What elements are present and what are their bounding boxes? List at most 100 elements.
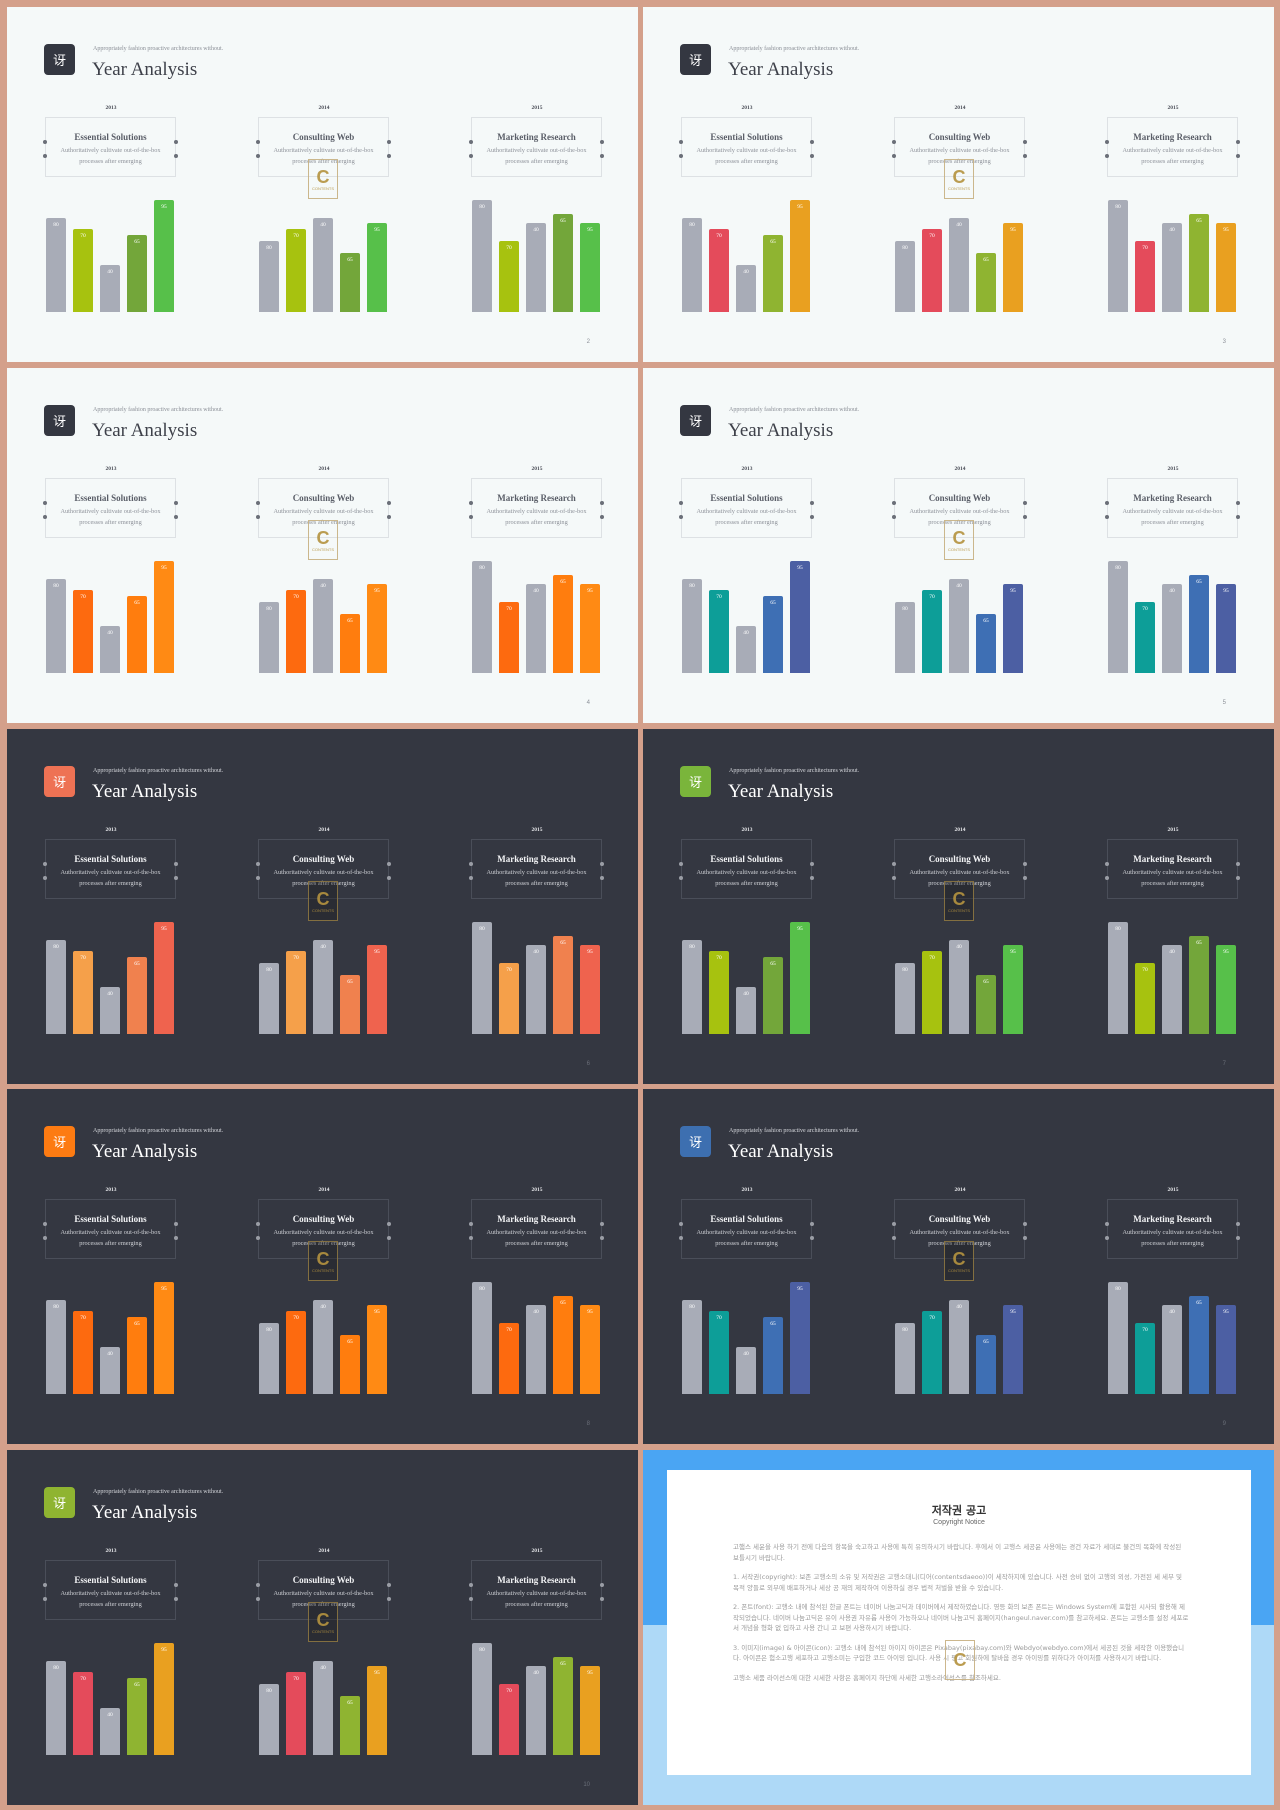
logo-icon: 讶 [680, 1126, 711, 1157]
bar-value-label: 70 [716, 594, 722, 600]
card-connector-dot [810, 140, 814, 144]
chart-description: Authoritatively cultivate out-of-the-box… [696, 869, 797, 887]
chart-bar: 80 [682, 1300, 702, 1394]
watermark-text: CONTENTS [312, 1267, 334, 1273]
card-connector-dot [174, 1222, 178, 1226]
bar-value-label: 95 [161, 926, 167, 932]
bar-value-label: 70 [506, 967, 512, 973]
chart-bar: 80 [259, 1684, 279, 1755]
chart-bar: 80 [472, 922, 492, 1034]
chart-title: Essential Solutions [710, 132, 783, 142]
card-connector-dot [1105, 140, 1109, 144]
chart-title: Marketing Research [497, 132, 576, 142]
chart-bar: 70 [1135, 241, 1155, 312]
year-label: 2015 [531, 105, 543, 111]
chart-description: Authoritatively cultivate out-of-the-box… [1122, 1229, 1223, 1247]
card-connector-dot [810, 1222, 814, 1226]
card-connector-dot [469, 140, 473, 144]
slide: 讶 Appropriately fashion proactive archite… [643, 368, 1274, 723]
card-connector-dot [1236, 876, 1240, 880]
chart-bar: 70 [499, 602, 519, 673]
bar-value-label: 70 [506, 1688, 512, 1694]
chart-bar: 95 [154, 1643, 174, 1755]
slide-subtitle: Appropriately fashion proactive architec… [729, 407, 860, 413]
card-connector-dot [43, 1236, 47, 1240]
bar-value-label: 95 [1010, 1309, 1016, 1315]
bar-value-label: 80 [902, 1327, 908, 1333]
chart-bar: 65 [976, 253, 996, 312]
bar-value-label: 70 [293, 594, 299, 600]
chart-bar: 70 [709, 1311, 729, 1394]
watermark-letter: C [316, 1609, 330, 1630]
copyright-item-2: 2. 폰트(font): 고행소 내에 참석된 한글 폰트는 네이버 나눔고딕과… [733, 1603, 1189, 1632]
chart-bar: 65 [340, 1696, 360, 1755]
card-connector-dot [679, 515, 683, 519]
chart-bar: 65 [340, 1335, 360, 1394]
chart-title: Marketing Research [497, 493, 576, 503]
card-connector-dot [892, 876, 896, 880]
watermark-logo: C CONTENTS [944, 520, 974, 560]
bar-value-label: 65 [983, 618, 989, 624]
chart-card: Marketing Research Authoritatively cultiv… [1105, 839, 1240, 899]
slide-title: Year Analysis [92, 1502, 198, 1523]
watermark-letter: C [316, 166, 330, 187]
chart-bar: 70 [73, 590, 93, 673]
bar-value-label: 80 [266, 245, 272, 251]
chart-title: Consulting Web [292, 493, 355, 503]
card-connector-dot [600, 140, 604, 144]
chart-bar: 65 [340, 975, 360, 1034]
slide: 讶 Appropriately fashion proactive archite… [7, 729, 638, 1084]
logo-icon: 讶 [680, 405, 711, 436]
bar-value-label: 70 [1142, 1327, 1148, 1333]
watermark-letter: C [952, 166, 966, 187]
copyright-card: 저작권 공고 Copyright Notice 고햄스 세윤을 사용 하기 전에… [667, 1470, 1251, 1775]
watermark-logo: C CONTENTS [308, 159, 338, 199]
bar-value-label: 95 [797, 204, 803, 210]
chart-title: Consulting Web [292, 132, 355, 142]
bar-value-label: 80 [266, 606, 272, 612]
chart-bar: 95 [367, 584, 387, 673]
bar-value-label: 40 [743, 269, 749, 275]
bar-value-label: 80 [266, 967, 272, 973]
bar-value-label: 40 [743, 991, 749, 997]
card-connector-dot [174, 1597, 178, 1601]
chart-bar: 40 [313, 940, 333, 1034]
slide-subtitle: Appropriately fashion proactive architec… [729, 768, 860, 774]
chart-bar: 40 [526, 1666, 546, 1755]
card-connector-dot [1023, 876, 1027, 880]
card-connector-dot [256, 1583, 260, 1587]
bar-value-label: 80 [479, 565, 485, 571]
chart-bar: 70 [709, 229, 729, 312]
chart-bar: 65 [763, 1317, 783, 1394]
card-connector-dot [1023, 862, 1027, 866]
bar-value-label: 65 [347, 257, 353, 263]
slide: 讶 Appropriately fashion proactive archite… [7, 7, 638, 362]
chart-bar: 70 [922, 229, 942, 312]
card-connector-dot [1023, 501, 1027, 505]
chart-bar: 65 [553, 575, 573, 673]
chart-bar: 95 [790, 561, 810, 673]
bar-value-label: 40 [956, 222, 962, 228]
logo-icon: 讶 [44, 766, 75, 797]
chart-bar: 40 [736, 265, 756, 312]
bar-value-label: 80 [689, 222, 695, 228]
chart-bar: 80 [682, 940, 702, 1034]
bar-value-label: 40 [743, 630, 749, 636]
slide: 讶 Appropriately fashion proactive archite… [643, 7, 1274, 362]
bar-value-label: 80 [1115, 204, 1121, 210]
card-connector-dot [1023, 154, 1027, 158]
year-label: 2013 [105, 1187, 117, 1193]
chart-bar: 70 [922, 1311, 942, 1394]
card-connector-dot [892, 140, 896, 144]
bar-value-label: 65 [560, 1661, 566, 1667]
logo-icon: 讶 [44, 1487, 75, 1518]
chart-description: Authoritatively cultivate out-of-the-box… [60, 1590, 161, 1608]
chart-card: Essential Solutions Authoritatively culti… [43, 117, 178, 177]
bar-value-label: 70 [506, 245, 512, 251]
card-connector-dot [387, 1597, 391, 1601]
chart-bar: 70 [499, 1684, 519, 1755]
bar-value-label: 70 [929, 594, 935, 600]
card-connector-dot [679, 1222, 683, 1226]
card-connector-dot [892, 515, 896, 519]
bar-value-label: 70 [716, 233, 722, 239]
